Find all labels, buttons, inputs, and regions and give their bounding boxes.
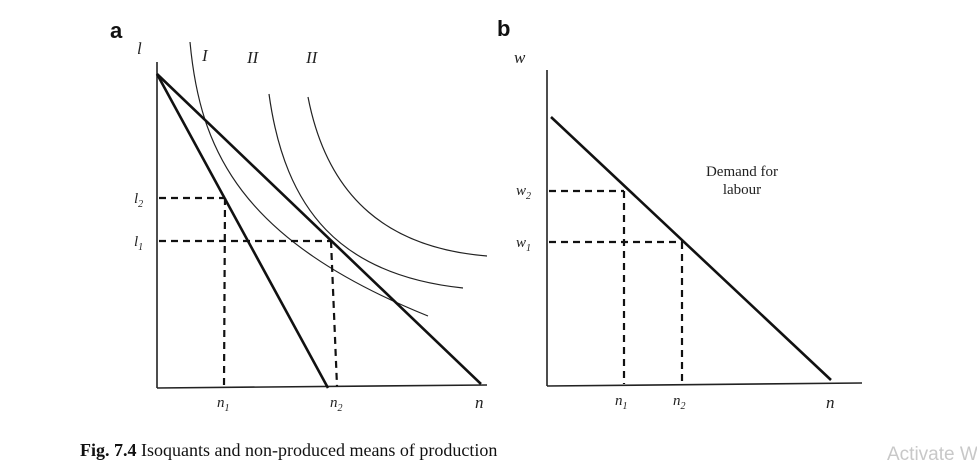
isoquant-i [189, 41, 429, 317]
tick-label-l1: l1 [134, 234, 143, 253]
tick-label-w1: w1 [516, 235, 531, 254]
curve-label-i: I [201, 46, 209, 65]
tick-label-n1-b: n1 [615, 393, 628, 412]
isoquant-ii-second [307, 96, 488, 257]
panel-a-x-axis [156, 384, 488, 389]
panel-a-x-axis-label: n [475, 393, 484, 412]
demand-label-line2: labour [723, 182, 761, 198]
panel-a-y-axis-label: l [137, 39, 142, 58]
caption-text: Isoquants and non-produced means of prod… [141, 440, 498, 460]
n1-guide-vertical [222, 197, 227, 387]
demand-label-line1: Demand for [706, 164, 778, 180]
tick-label-n2-a: n2 [330, 395, 343, 414]
curve-label-ii-second: II [305, 48, 319, 67]
tick-label-n1-a: n1 [217, 395, 230, 414]
curve-label-ii-first: II [246, 48, 260, 67]
panel-a: a l I II II l2 l1 n1 n2 n [110, 18, 488, 414]
tick-label-n2-b: n2 [673, 393, 686, 412]
figure-number: Fig. 7.4 [80, 440, 137, 460]
figure-caption: Fig. 7.4 Isoquants and non-produced mean… [80, 440, 497, 461]
panel-b-x-axis [546, 382, 863, 387]
isoquant-ii-first [268, 93, 464, 289]
n2-guide-vertical [329, 240, 339, 387]
panel-b-y-axis-label: w [514, 48, 526, 67]
flat-line [156, 73, 482, 385]
panel-b-letter: b [497, 16, 510, 41]
tick-label-w2: w2 [516, 183, 531, 202]
labour-demand-line [550, 116, 832, 381]
panel-b: b w w2 w1 n1 n2 n Demand for labour [497, 16, 863, 412]
steep-line [155, 73, 330, 389]
tick-label-l2: l2 [134, 191, 143, 210]
panel-a-letter: a [110, 18, 123, 43]
panel-b-x-axis-label: n [826, 393, 835, 412]
activate-windows-watermark: Activate W [887, 444, 977, 465]
